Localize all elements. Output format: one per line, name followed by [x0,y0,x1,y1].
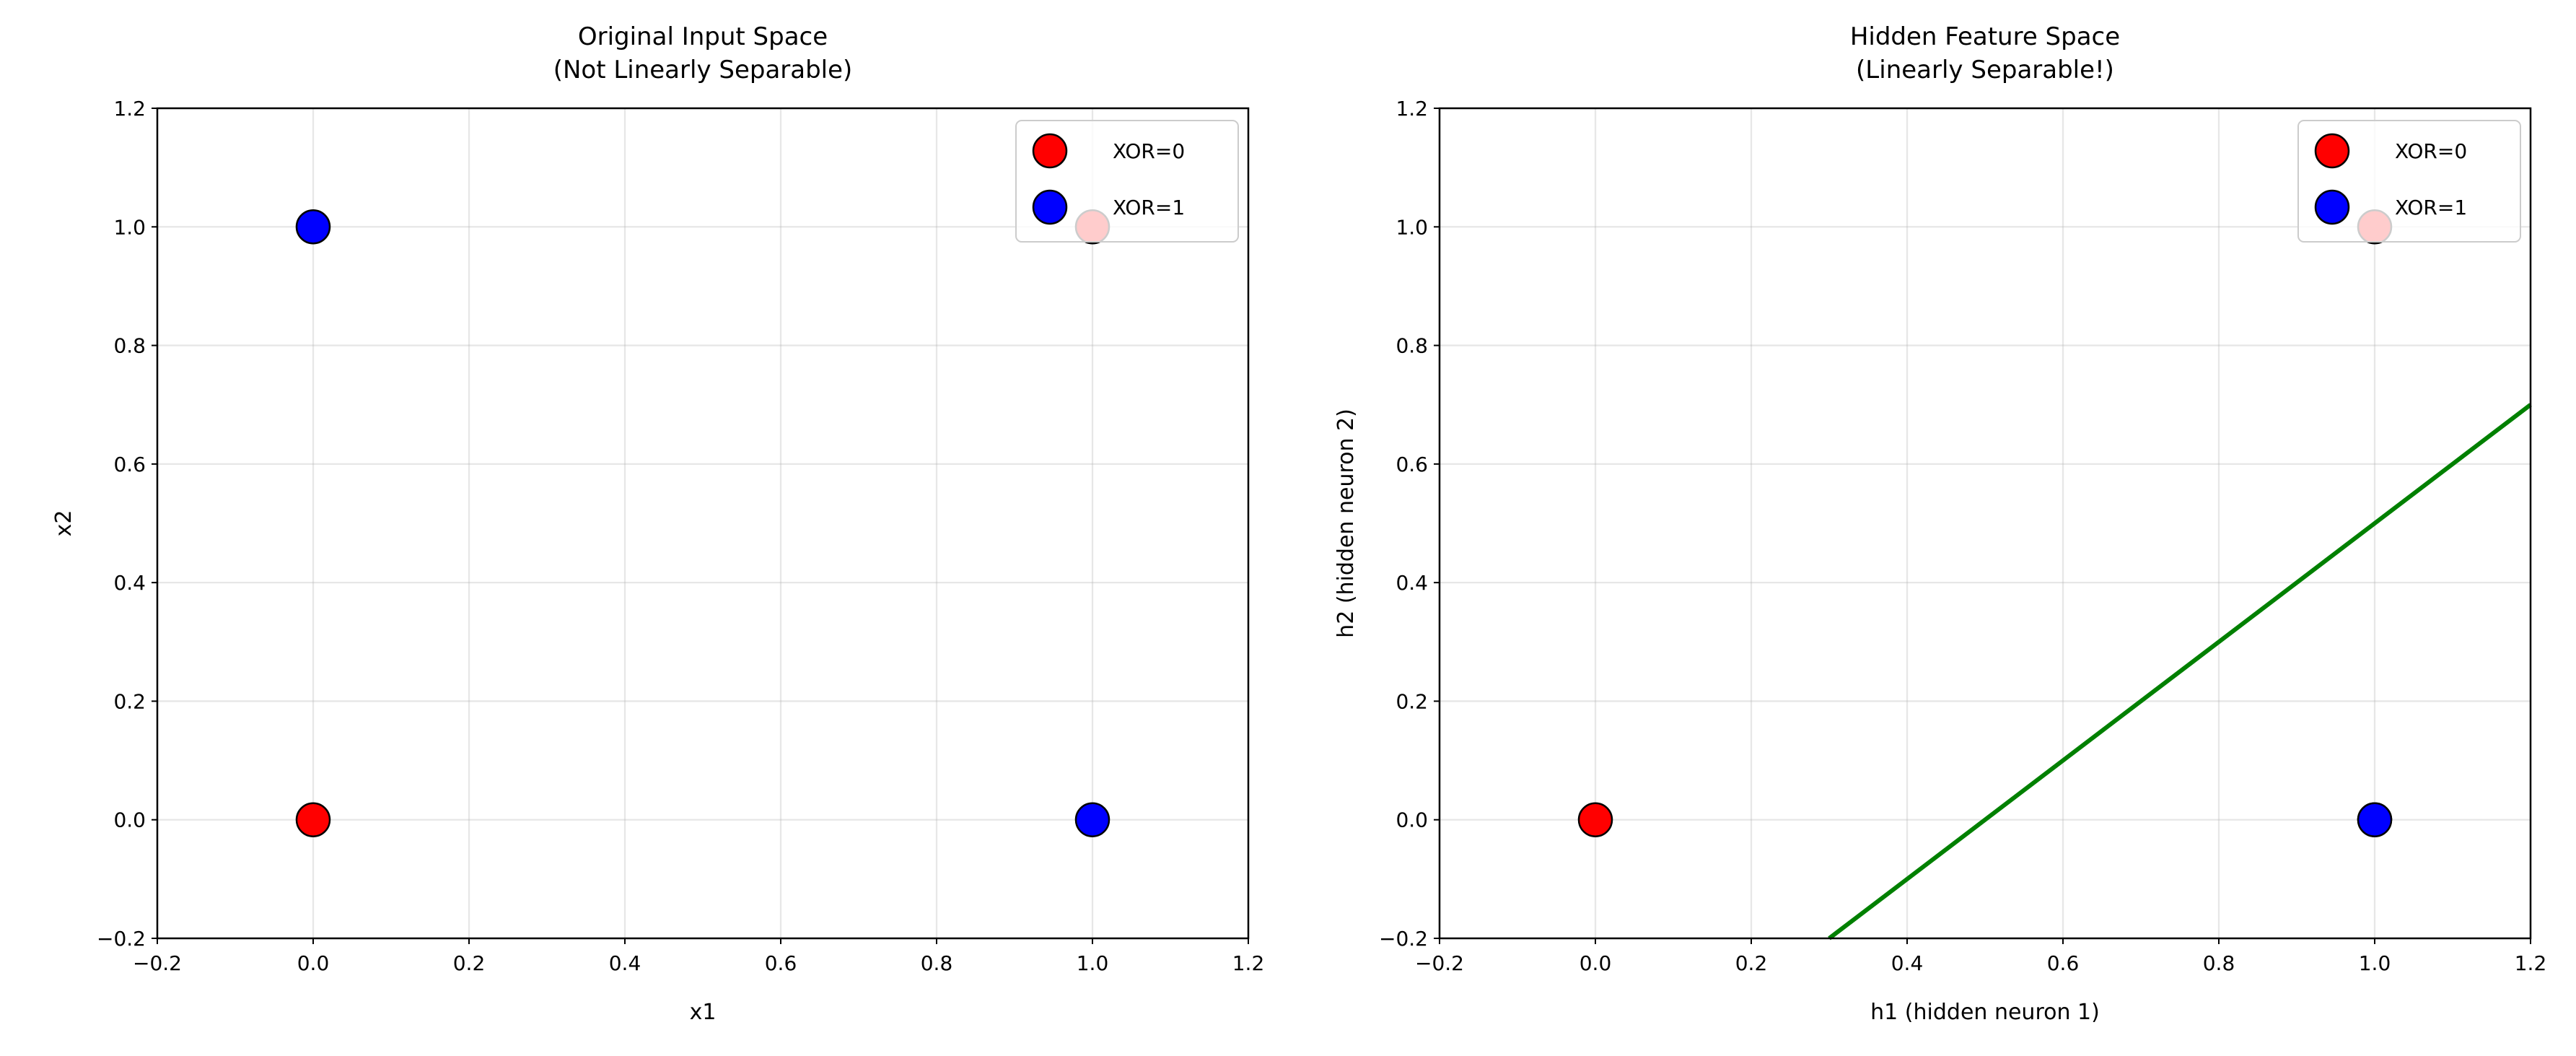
data-point [2357,802,2393,837]
x-tick-label: 0.2 [453,951,486,975]
axes-frame [156,107,1250,940]
x-tick-label: 0.0 [1580,951,1612,975]
y-tick-label: 1.0 [113,215,146,239]
y-tick-label: 0.4 [1396,571,1428,595]
y-tick-label: −0.2 [97,927,146,951]
axes-frame [1438,107,2532,940]
y-tick-label: −0.2 [1379,927,1428,951]
legend: XOR=0 XOR=1 [2297,120,2521,243]
chart-title: Original Input Space [578,22,828,51]
y-tick-label: 1.0 [1396,215,1428,239]
legend-label: XOR=1 [2395,196,2467,219]
x-tick-label: 0.8 [921,951,953,975]
x-tick-label: 0.4 [609,951,641,975]
legend-marker [1032,189,1068,225]
x-tick-label: 0.0 [297,951,330,975]
x-tick-label: 0.4 [1891,951,1924,975]
x-tick-label: 0.8 [2203,951,2235,975]
legend-label: XOR=0 [1113,139,1185,163]
legend-marker [2314,133,2350,169]
x-tick-label: −0.2 [133,951,182,975]
x-tick-label: 0.2 [1735,951,1768,975]
x-tick-label: 1.2 [2515,951,2547,975]
subplot-1: −0.2−0.2 0.0 0.0 0.2 0.2 0.4 0.4 0.6 0.6 0.8 0.8 1.… [51,22,1264,1025]
data-point [1577,802,1613,837]
legend-box [2297,120,2521,243]
y-tick-label: 0.0 [113,808,146,832]
y-tick-label: 0.8 [113,334,146,358]
y-tick-label: 1.2 [1396,97,1428,121]
x-tick-label: −0.2 [1415,951,1464,975]
y-tick-label: 0.6 [1396,453,1428,476]
x-axis-label: h1 (hidden neuron 1) [1870,1000,2100,1025]
x-tick-label: 0.6 [2047,951,2080,975]
data-point [295,209,331,245]
legend-marker [2314,189,2350,225]
y-axis-label: x2 [51,510,76,537]
y-tick-label: 0.4 [113,571,146,595]
x-tick-label: 1.0 [1077,951,1109,975]
chart-title: (Linearly Separable!) [1856,56,2114,84]
data-point [1074,802,1110,837]
x-tick-label: 1.2 [1232,951,1265,975]
legend-box [1015,120,1239,243]
x-tick-label: 0.6 [765,951,797,975]
legend: XOR=0 XOR=1 [1015,120,1239,243]
subplot-2: −0.2−0.2 0.0 0.0 0.2 0.2 0.4 0.4 0.6 0.6 0.8 0.8 1.… [1333,22,2546,1025]
y-axis-label: h2 (hidden neuron 2) [1333,409,1359,638]
legend-marker [1032,133,1068,169]
y-tick-label: 0.2 [1396,689,1428,713]
legend-label: XOR=1 [1113,196,1185,219]
chart-title: Hidden Feature Space [1850,22,2120,51]
x-axis-label: x1 [690,1000,717,1025]
y-tick-label: 0.2 [113,689,146,713]
y-tick-label: 0.6 [113,453,146,476]
data-point [295,802,331,837]
legend-label: XOR=0 [2395,139,2467,163]
x-tick-label: 1.0 [2359,951,2391,975]
y-tick-label: 1.2 [113,97,146,121]
y-tick-label: 0.8 [1396,334,1428,358]
decision-boundary-line [1828,403,2532,941]
chart-title: (Not Linearly Separable) [553,56,853,84]
y-tick-label: 0.0 [1396,808,1428,832]
